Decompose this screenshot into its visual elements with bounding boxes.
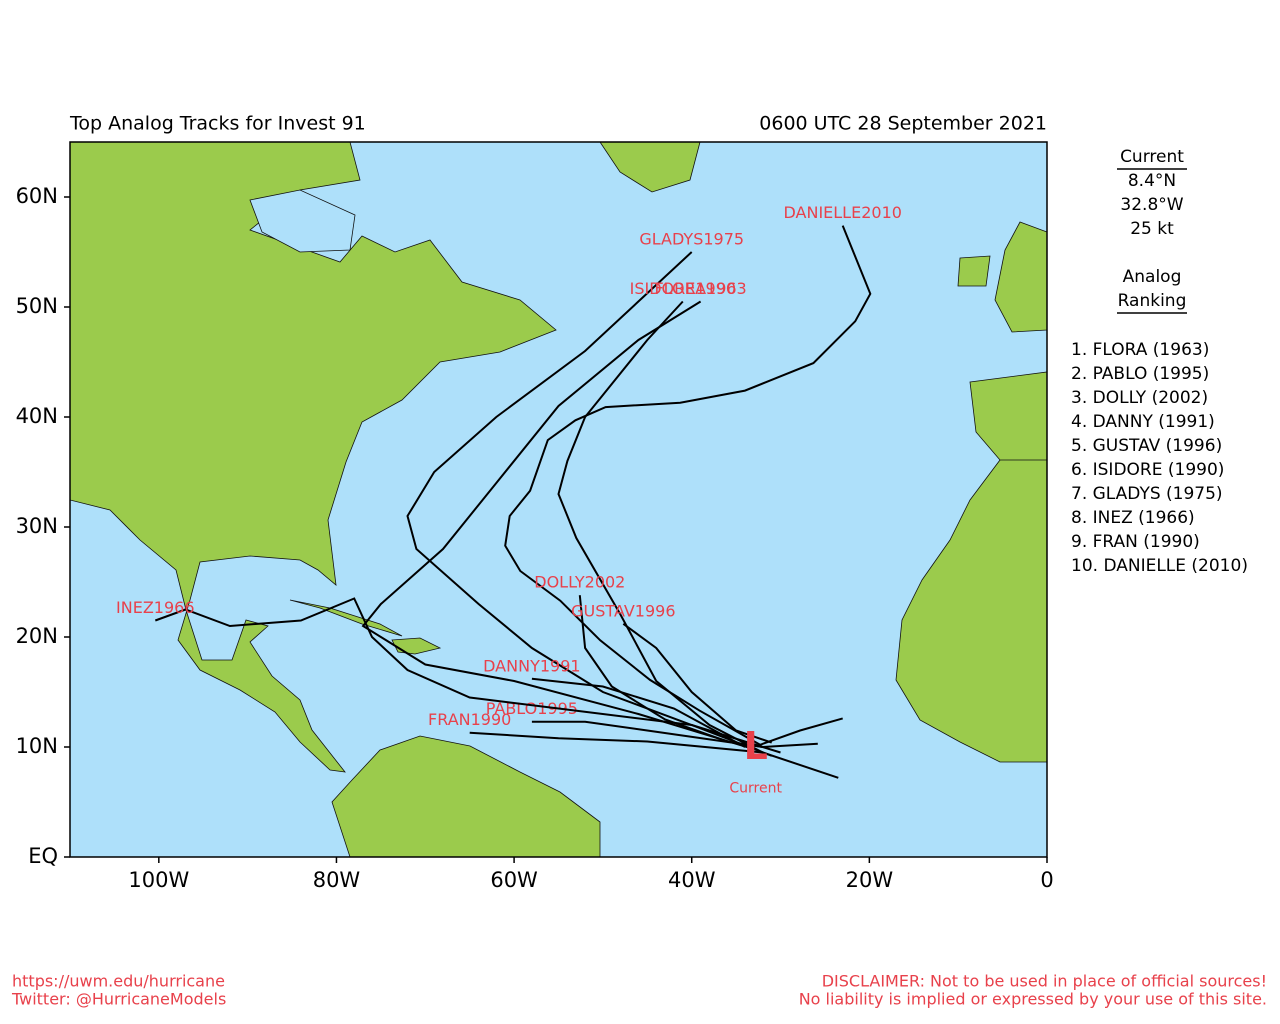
current-wind: 25 kt <box>1130 219 1174 239</box>
ranking-heading: Ranking <box>1118 291 1187 311</box>
ranking-entry: 4. DANNY (1991) <box>1071 412 1215 432</box>
ranking-entry: 8. INEZ (1966) <box>1071 508 1195 528</box>
hudson-bay <box>249 189 356 253</box>
current-lat: 8.4°N <box>1128 171 1176 191</box>
track-label: PABLO1995 <box>486 699 578 718</box>
ranking-list: 1. FLORA (1963) 2. PABLO (1995) 3. DOLLY (… <box>1071 340 1248 576</box>
disclaimer: No liability is implied or expressed by … <box>799 990 1267 1009</box>
ranking-entry: 2. PABLO (1995) <box>1071 364 1209 384</box>
track <box>361 300 755 751</box>
hispaniola <box>391 637 442 655</box>
ranking-entry: 1. FLORA (1963) <box>1071 340 1209 360</box>
track <box>531 720 818 749</box>
track-label: GLADYS1975 <box>639 230 744 249</box>
y-tick-label: 20N <box>16 624 58 648</box>
ranking-entry: 7. GLADYS (1975) <box>1071 484 1223 504</box>
current-heading: Current <box>1120 147 1184 167</box>
track-label: FLORA1963 <box>654 279 746 298</box>
disclaimer: DISCLAIMER: Not to be used in place of o… <box>822 972 1267 991</box>
current-lon: 32.8°W <box>1120 195 1183 215</box>
track-label: FRAN1990 <box>428 710 511 729</box>
track <box>622 622 773 744</box>
track-label: DANNY1991 <box>483 656 580 675</box>
x-tick-label: 0 <box>1040 868 1053 892</box>
track <box>406 251 781 754</box>
track <box>531 677 746 748</box>
ranking-entry: 9. FRAN (1990) <box>1071 532 1200 552</box>
ranking-entry: 6. ISIDORE (1990) <box>1071 460 1224 480</box>
track-label: GUSTAV1996 <box>571 601 675 620</box>
x-tick-label: 80W <box>313 868 361 892</box>
africa <box>895 439 1048 763</box>
ranking-entry: 10. DANIELLE (2010) <box>1071 556 1248 576</box>
track-label: ISIDORE1990 <box>630 279 736 298</box>
south-america <box>331 735 601 858</box>
x-tick-label: 60W <box>490 868 538 892</box>
footer-twitter: Twitter: @HurricaneModels <box>11 990 226 1009</box>
ranking-heading: Analog <box>1123 267 1182 287</box>
footer-url: https://uwm.edu/hurricane <box>12 972 225 991</box>
map-title: Top Analog Tracks for Invest 91 <box>69 113 366 135</box>
ranking-entry: 3. DOLLY (2002) <box>1071 388 1208 408</box>
ranking-entry: 5. GUSTAV (1996) <box>1071 436 1222 456</box>
y-tick-label: 50N <box>16 294 58 318</box>
current-label: Current <box>729 781 782 797</box>
y-tick-label: 30N <box>16 514 58 538</box>
y-tick-label: 10N <box>16 734 58 758</box>
x-tick-label: 20W <box>846 868 894 892</box>
track <box>504 225 872 746</box>
track <box>557 300 764 754</box>
iberia <box>969 371 1048 461</box>
track-label: DANIELLE2010 <box>783 203 901 222</box>
map-area: DANIELLE2010 GLADYS1975 FLORA1963ISIDORE19… <box>69 141 1048 858</box>
map-frame <box>69 141 1048 858</box>
tracks: DANIELLE2010 GLADYS1975 FLORA1963ISIDORE19… <box>116 203 902 797</box>
y-tick-label: 40N <box>16 404 58 428</box>
map-date: 0600 UTC 28 September 2021 <box>759 113 1047 135</box>
info-panel: Current 8.4°N 32.8°W 25 kt Analog Rankin… <box>1071 147 1248 576</box>
y-tick-label: 60N <box>16 184 58 208</box>
y-tick-label: EQ <box>28 844 58 868</box>
current-marker: L <box>744 724 768 768</box>
x-tick-label: 100W <box>128 868 189 892</box>
track-label: DOLLY2002 <box>534 573 625 592</box>
track-label: INEZ1966 <box>116 598 194 617</box>
track <box>154 597 773 757</box>
ireland <box>957 255 991 287</box>
track <box>469 731 839 779</box>
north-america <box>69 141 557 773</box>
x-tick-label: 40W <box>668 868 716 892</box>
